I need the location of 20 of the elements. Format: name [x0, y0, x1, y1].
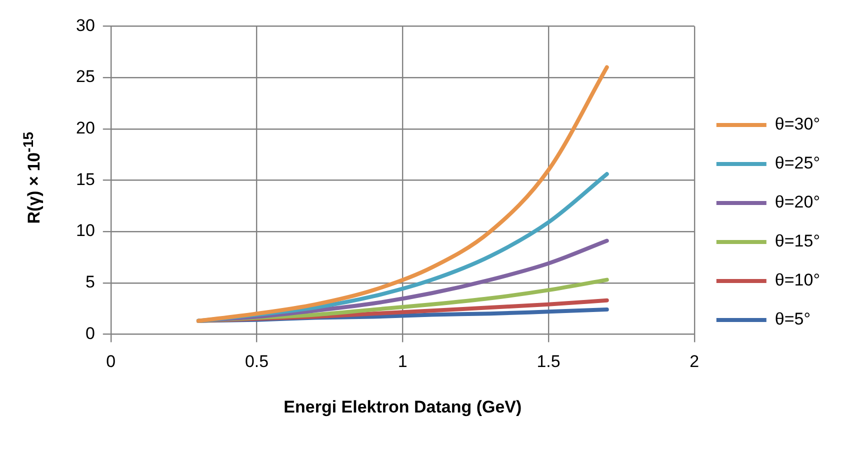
y-tick-label: 15	[76, 170, 95, 189]
y-tick-label: 20	[76, 118, 95, 138]
x-tick-label: 2	[690, 352, 700, 372]
x-tick-label: 0	[106, 352, 116, 372]
x-tick-label: 1	[398, 352, 408, 372]
y-tick-label: 0	[85, 324, 95, 343]
legend-label: θ=5°	[774, 310, 811, 329]
y-tick-label: 25	[76, 67, 95, 86]
legend-label: θ=20°	[774, 192, 820, 212]
line-series	[196, 65, 609, 323]
y-tick-label: 5	[85, 272, 95, 292]
x-axis-title: Energi Elektron Datang (GeV)	[284, 397, 522, 416]
x-tick-label: 0.5	[244, 352, 269, 372]
legend-label: θ=15°	[774, 232, 820, 251]
y-tick-label: 10	[76, 221, 95, 240]
y-tick-label: 30	[76, 16, 95, 35]
legend-label: θ=10°	[774, 270, 820, 290]
legend-label: θ=30°	[774, 114, 820, 134]
x-tick-label: 1.5	[536, 352, 560, 372]
legend-label: θ=25°	[774, 154, 820, 173]
